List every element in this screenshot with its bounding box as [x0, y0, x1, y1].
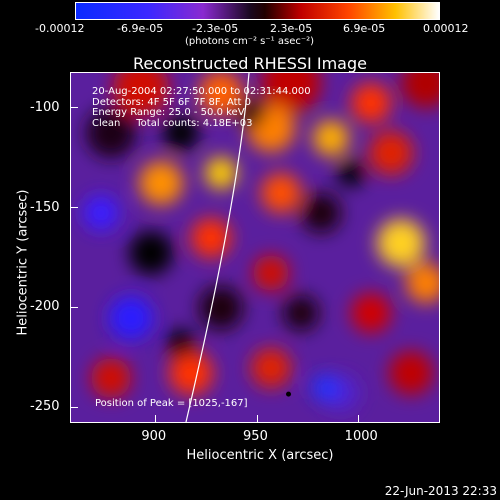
heatmap-blob — [369, 131, 413, 175]
image-annotations: 20-Aug-2004 02:27:50.000 to 02:31:44.000… — [92, 86, 311, 129]
heatmap-image — [71, 73, 439, 422]
heatmap-blob — [301, 193, 341, 233]
heatmap-blob — [351, 293, 391, 333]
time-range-text: 20-Aug-2004 02:27:50.000 to 02:31:44.000 — [92, 86, 311, 97]
clean-counts-text: Clean Total counts: 4.18E+03 — [92, 117, 253, 129]
heatmap-blob — [163, 115, 199, 151]
peak-position-text: Position of Peak = [1025,-167] — [95, 398, 248, 409]
heatmap-blob — [113, 73, 169, 116]
heatmap-blob — [91, 358, 131, 398]
heatmap-blob — [313, 120, 349, 156]
plot-area — [70, 72, 440, 423]
y-tick-label: -150 — [30, 199, 60, 215]
colorbar-tick-label: 6.9e-05 — [343, 22, 386, 35]
colorbar — [75, 2, 440, 20]
heatmap-blob — [261, 73, 321, 113]
x-tick-mark — [154, 415, 156, 423]
y-tick-mark — [70, 306, 78, 308]
heatmap-blob — [199, 73, 243, 115]
heatmap-blob — [377, 219, 425, 267]
heatmap-blob — [389, 351, 433, 395]
solar-limb-line — [185, 73, 250, 422]
energy-range-text: Energy Range: 25.0 - 50.0 keV — [92, 107, 245, 118]
heatmap-blob — [83, 195, 119, 231]
detectors-text: Detectors: 4F 5F 6F 7F 8F, Att 0 — [92, 96, 252, 108]
colorbar-tick-label: 2.3e-05 — [270, 22, 313, 35]
colorbar-tick-label: -0.00012 — [35, 22, 85, 35]
chart-title: Reconstructed RHESSI Image — [133, 54, 367, 73]
date-stamp: 22-Jun-2013 22:33 — [384, 484, 497, 498]
heatmap-blob — [169, 351, 213, 395]
marker-point — [286, 391, 292, 397]
heatmap-blob — [109, 296, 153, 340]
heatmap-blob — [251, 348, 291, 388]
heatmap-blob — [351, 83, 391, 123]
heatmap-blob — [205, 157, 237, 189]
y-tick-label: -250 — [30, 399, 60, 415]
y-tick-mark — [70, 107, 78, 109]
heatmap-blob — [199, 286, 243, 330]
y-tick-label: -200 — [30, 299, 60, 315]
heatmap-blob — [312, 374, 340, 402]
heatmap-blob — [406, 263, 439, 303]
x-tick-label: 1000 — [344, 429, 378, 444]
heatmap-blob — [283, 295, 319, 331]
heatmap-blob — [261, 173, 301, 213]
heatmap-blob — [129, 231, 173, 275]
x-tick-label: 950 — [243, 429, 268, 444]
heatmap-blob — [191, 218, 231, 258]
colorbar-tick-label: 0.00012 — [423, 22, 469, 35]
heatmap-blob — [337, 159, 365, 187]
y-tick-mark — [70, 207, 78, 209]
y-tick-label: -100 — [30, 99, 60, 115]
x-tick-mark — [358, 415, 360, 423]
x-tick-label: 900 — [141, 429, 167, 444]
heatmap-blob — [139, 161, 183, 205]
y-axis-label: Heliocentric Y (arcsec) — [15, 189, 31, 336]
x-axis-label: Heliocentric X (arcsec) — [186, 448, 334, 463]
y-tick-mark — [70, 406, 78, 408]
heatmap-blob — [253, 255, 289, 291]
colorbar-tick-label: -2.3e-05 — [192, 22, 239, 35]
heatmap-blob — [401, 73, 439, 108]
heatmap-blob — [86, 108, 136, 158]
heatmap-blob — [167, 329, 195, 357]
colorbar-units: (photons cm⁻² s⁻¹ asec⁻²) — [185, 36, 315, 47]
colorbar-tick-label: -6.9e-05 — [117, 22, 164, 35]
x-tick-mark — [256, 415, 258, 423]
